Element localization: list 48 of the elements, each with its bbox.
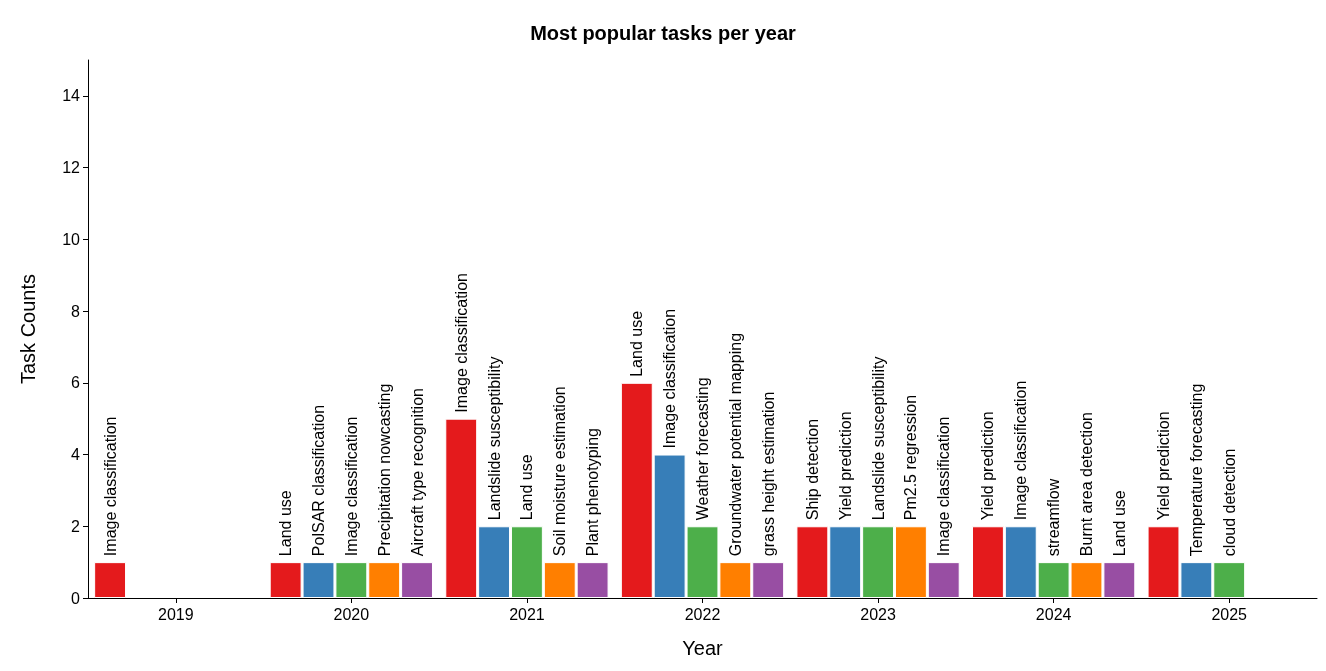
data-label: Landslide susceptibility: [869, 356, 887, 521]
x-tick-label: 2024: [1035, 605, 1072, 623]
x-tick-label: 2025: [1211, 605, 1248, 623]
data-label: grass height estimation: [759, 391, 777, 557]
y-tick-label: 2: [71, 517, 81, 535]
data-label: PolSAR classification: [310, 404, 328, 557]
data-label: Land use: [518, 454, 536, 521]
data-label: Pm2.5 regression: [902, 394, 920, 521]
y-tick-label: 8: [71, 302, 81, 320]
y-tick-label: 12: [62, 159, 81, 177]
data-label: Groundwater potential mapping: [726, 332, 744, 557]
data-label: Plant phenotyping: [584, 428, 602, 557]
x-tick-label: 2020: [333, 605, 370, 623]
y-axis-title: Task Counts: [17, 273, 39, 385]
data-label: streamflow: [1045, 478, 1063, 557]
data-label: Burnt area detection: [1077, 412, 1095, 557]
data-label: Yield prediction: [979, 411, 997, 521]
data-label: Weather forecasting: [694, 377, 711, 521]
data-label: Land use: [1110, 490, 1128, 557]
x-tick-label: 2019: [157, 605, 194, 623]
data-label: Image classification: [661, 308, 679, 449]
data-label: Image classification: [342, 416, 360, 557]
bar: [94, 562, 127, 598]
data-label: Temperature forecasting: [1187, 383, 1205, 557]
data-label: Yield prediction: [836, 411, 854, 521]
y-tick-label: 0: [71, 589, 81, 607]
data-label: Yield prediction: [1155, 411, 1173, 521]
y-tick-label: 4: [71, 446, 81, 464]
y-tick-label: 14: [62, 87, 81, 105]
x-tick-label: 2023: [860, 605, 896, 623]
data-label: Image classification: [1012, 380, 1030, 521]
data-label: Image classification: [452, 273, 470, 413]
data-label: Image classification: [101, 416, 119, 557]
data-label: Image classification: [935, 416, 953, 557]
data-label: Soil moisture estimation: [551, 386, 569, 557]
x-axis-title: Year: [682, 637, 724, 659]
data-label: cloud detection: [1220, 448, 1238, 557]
y-tick-label: 10: [62, 230, 81, 248]
chart-title: Most popular tasks per year: [530, 22, 797, 44]
y-tick-label: 6: [71, 374, 81, 392]
data-label: Ship detection: [803, 418, 821, 521]
x-tick-label: 2021: [509, 605, 545, 623]
data-label: Land use: [277, 490, 295, 557]
data-label: Aircraft type recognition: [408, 388, 426, 557]
x-tick-label: 2022: [684, 605, 721, 623]
data-label: Precipitation nowcasting: [375, 383, 393, 557]
data-label: Land use: [628, 310, 646, 377]
data-label: Landslide susceptibility: [485, 356, 503, 521]
